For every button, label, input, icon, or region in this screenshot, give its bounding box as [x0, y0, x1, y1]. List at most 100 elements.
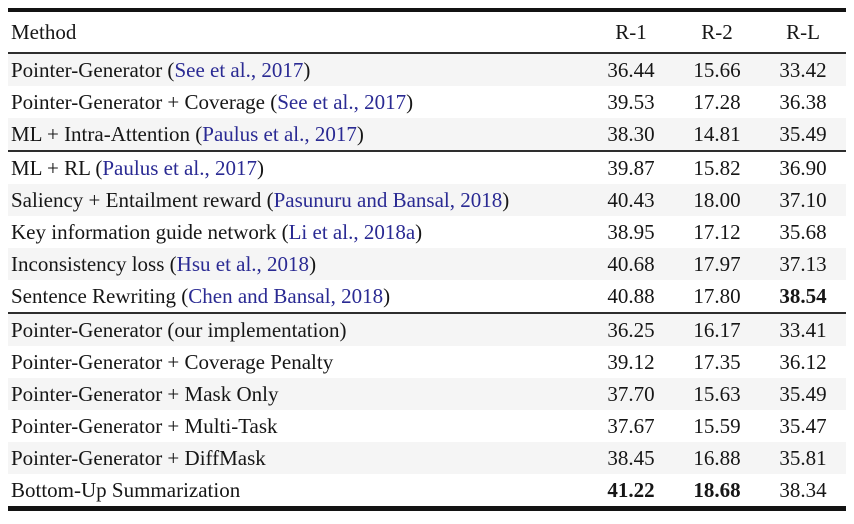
method-label: Pointer-Generator (our implementation): [11, 317, 347, 342]
score-cell-rl: 36.12: [779, 349, 827, 374]
table-row: ML + Intra-Attention (Paulus et al., 201…: [8, 118, 846, 151]
method-label: ): [383, 283, 391, 308]
score-cell-r2: 18.00: [693, 187, 741, 212]
score-cell-r1: 37.70: [607, 381, 655, 406]
score-cell-rl: 38.54: [779, 283, 827, 308]
score-cell-r1: 41.22: [607, 477, 655, 502]
col-header-rl: R-L: [760, 10, 846, 54]
col-header-r1: R-1: [588, 10, 674, 54]
score-cell-r2: 15.66: [693, 57, 741, 82]
table-row: Pointer-Generator + Coverage Penalty 39.1…: [8, 346, 846, 378]
method-cell: Pointer-Generator (our implementation): [8, 312, 588, 346]
method-label: Key information guide network (: [11, 219, 289, 244]
method-label: Saliency + Entailment reward (: [11, 187, 274, 212]
score-cell-rl: 37.10: [779, 187, 827, 212]
table-row: Bottom-Up Summarization 41.22 18.68 38.34: [8, 474, 846, 509]
score-cell-rl: 35.81: [779, 445, 827, 470]
method-cell: Pointer-Generator + Multi-Task: [8, 410, 588, 442]
method-label: ): [309, 251, 317, 276]
method-cell: Bottom-Up Summarization: [8, 474, 588, 509]
score-cell-r2: 16.17: [674, 312, 760, 346]
method-label: Pointer-Generator + Coverage (: [11, 89, 278, 114]
citation-link[interactable]: Paulus et al., 2017: [202, 121, 357, 146]
score-cell-r1: 38.95: [607, 219, 655, 244]
score-cell-r1: 39.87: [588, 150, 674, 184]
method-cell: Pointer-Generator + Coverage Penalty: [8, 346, 588, 378]
score-cell-r2: 15.63: [693, 381, 741, 406]
score-cell-r2: 17.35: [693, 349, 741, 374]
score-cell-r2: 17.80: [693, 283, 741, 308]
table-row: Pointer-Generator (See et al., 2017) 36.4…: [8, 53, 846, 86]
method-cell: ML + RL (Paulus et al., 2017): [8, 150, 588, 184]
citation-link[interactable]: Hsu et al., 2018: [176, 251, 310, 276]
col-header-r2: R-2: [674, 10, 760, 54]
results-table: Method R-1 R-2 R-L Pointer-Generator (Se…: [8, 8, 846, 511]
method-label: Pointer-Generator + Coverage Penalty: [11, 349, 334, 374]
paper-results-figure: Method R-1 R-2 R-L Pointer-Generator (Se…: [8, 8, 846, 511]
score-cell-r1: 37.67: [607, 413, 655, 438]
score-cell-r1: 39.53: [607, 89, 655, 114]
score-cell-r1: 36.44: [607, 57, 655, 82]
score-cell-r1: 38.45: [607, 445, 655, 470]
table-row: Sentence Rewriting (Chen and Bansal, 201…: [8, 280, 846, 313]
table-row: Pointer-Generator + Coverage (See et al.…: [8, 86, 846, 118]
score-cell-r2: 14.81: [693, 121, 741, 146]
score-cell-r1: 40.88: [607, 283, 655, 308]
table-body: Pointer-Generator (See et al., 2017) 36.4…: [8, 53, 846, 509]
score-cell-r2: 17.97: [693, 251, 741, 276]
score-cell-rl: 35.49: [779, 121, 827, 146]
table-row: Pointer-Generator (our implementation) 36…: [8, 312, 846, 346]
method-label: ): [406, 89, 414, 114]
method-label: ML + RL (: [11, 155, 103, 180]
score-cell-rl: 37.13: [779, 251, 827, 276]
score-cell-r1: 40.68: [607, 251, 655, 276]
method-cell: Pointer-Generator (See et al., 2017): [8, 53, 588, 86]
method-label: ML + Intra-Attention (: [11, 121, 203, 146]
method-label: ): [256, 155, 264, 180]
table-row: Pointer-Generator + Mask Only 37.70 15.63 3…: [8, 378, 846, 410]
score-cell-rl: 35.49: [779, 381, 827, 406]
method-label: Pointer-Generator + Mask Only: [11, 381, 279, 406]
method-label: Inconsistency loss (: [11, 251, 177, 276]
score-cell-r2: 15.82: [674, 150, 760, 184]
table-row: Key information guide network (Li et al.…: [8, 216, 846, 248]
method-cell: Pointer-Generator + DiffMask: [8, 442, 588, 474]
method-label: ): [356, 121, 364, 146]
score-cell-r2: 17.12: [693, 219, 741, 244]
method-cell: Key information guide network (Li et al.…: [8, 216, 588, 248]
table-row: Inconsistency loss (Hsu et al., 2018) 40.…: [8, 248, 846, 280]
method-label: ): [303, 57, 311, 82]
score-cell-rl: 33.41: [760, 312, 846, 346]
score-cell-r2: 15.59: [693, 413, 741, 438]
method-label: Pointer-Generator + DiffMask: [11, 445, 266, 470]
score-cell-rl: 33.42: [779, 57, 827, 82]
citation-link[interactable]: Chen and Bansal, 2018: [188, 283, 384, 308]
citation-link[interactable]: Pasunuru and Bansal, 2018: [273, 187, 503, 212]
method-cell: Pointer-Generator + Mask Only: [8, 378, 588, 410]
table-row: Pointer-Generator + DiffMask 38.45 16.88 35…: [8, 442, 846, 474]
score-cell-r2: 17.28: [693, 89, 741, 114]
table-header: Method R-1 R-2 R-L: [8, 10, 846, 54]
score-cell-rl: 36.38: [779, 89, 827, 114]
header-row: Method R-1 R-2 R-L: [8, 10, 846, 54]
score-cell-rl: 38.34: [779, 477, 827, 502]
method-cell: Inconsistency loss (Hsu et al., 2018): [8, 248, 588, 280]
col-header-method: Method: [8, 10, 588, 54]
citation-link[interactable]: See et al., 2017: [174, 57, 304, 82]
score-cell-r1: 39.12: [607, 349, 655, 374]
citation-link[interactable]: Li et al., 2018a: [288, 219, 416, 244]
citation-link[interactable]: See et al., 2017: [277, 89, 407, 114]
method-label: ): [502, 187, 510, 212]
score-cell-rl: 35.47: [779, 413, 827, 438]
method-cell: Pointer-Generator + Coverage (See et al.…: [8, 86, 588, 118]
table-row: Pointer-Generator + Multi-Task 37.67 15.59…: [8, 410, 846, 442]
method-label: Bottom-Up Summarization: [11, 477, 241, 502]
score-cell-r1: 36.25: [588, 312, 674, 346]
method-label: ): [415, 219, 423, 244]
citation-link[interactable]: Paulus et al., 2017: [102, 155, 257, 180]
score-cell-rl: 35.68: [779, 219, 827, 244]
method-label: Pointer-Generator + Multi-Task: [11, 413, 278, 438]
score-cell-r1: 38.30: [607, 121, 655, 146]
method-cell: ML + Intra-Attention (Paulus et al., 201…: [8, 118, 588, 151]
score-cell-rl: 36.90: [760, 150, 846, 184]
